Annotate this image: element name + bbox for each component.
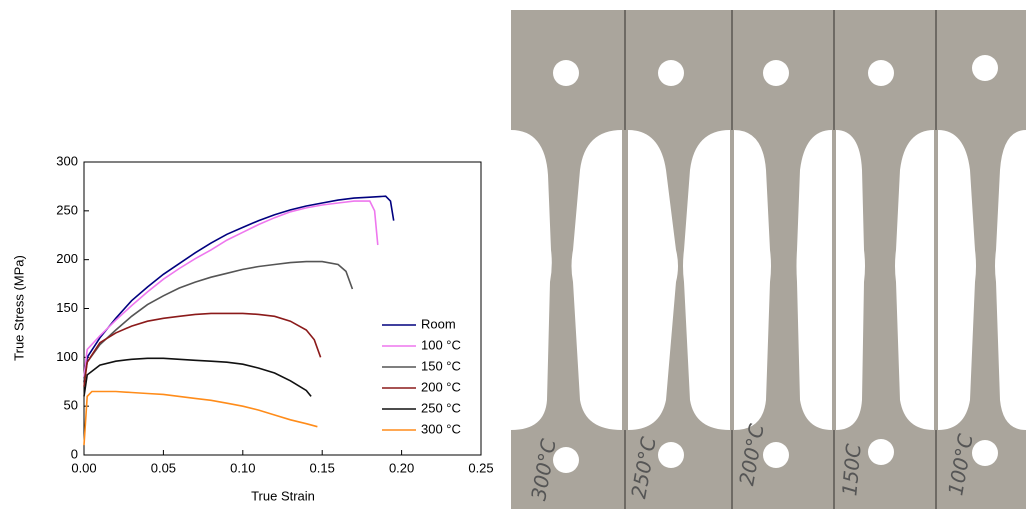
y-tick-label: 100 (56, 349, 78, 364)
x-tick-label: 0.00 (71, 460, 96, 475)
curve (83, 357, 312, 397)
y-axis-title: True Stress (MPa) (11, 255, 26, 361)
cutouts (511, 55, 1026, 473)
y-tick-label: 300 (56, 153, 78, 168)
legend-label: 300 °C (421, 421, 461, 436)
x-tick-label: 0.15 (310, 460, 335, 475)
legend-label: 200 °C (421, 379, 461, 394)
curve (83, 390, 318, 446)
y-tick-label: 250 (56, 202, 78, 217)
y-tick-label: 150 (56, 300, 78, 315)
x-tick-label: 0.20 (389, 460, 414, 475)
curve (83, 200, 379, 377)
legend-label: 150 °C (421, 358, 461, 373)
x-tick-label: 0.25 (468, 460, 493, 475)
y-tick-label: 200 (56, 251, 78, 266)
y-tick-label: 0 (71, 446, 78, 461)
x-tick-label: 0.10 (230, 460, 255, 475)
specimen-label: 150C (837, 443, 865, 497)
legend-label: Room (421, 316, 456, 331)
curve (83, 195, 395, 382)
x-tick-label: 0.05 (151, 460, 176, 475)
x-axis-title: True Strain (251, 488, 315, 503)
curve (83, 260, 354, 382)
y-tick-label: 50 (64, 398, 78, 413)
legend-label: 250 °C (421, 400, 461, 415)
legend-label: 100 °C (421, 337, 461, 352)
strip-edges (624, 10, 937, 509)
specimen-photo: 300°C 250°C 200°C 150C 100°C (511, 10, 1026, 509)
curve (83, 312, 322, 387)
